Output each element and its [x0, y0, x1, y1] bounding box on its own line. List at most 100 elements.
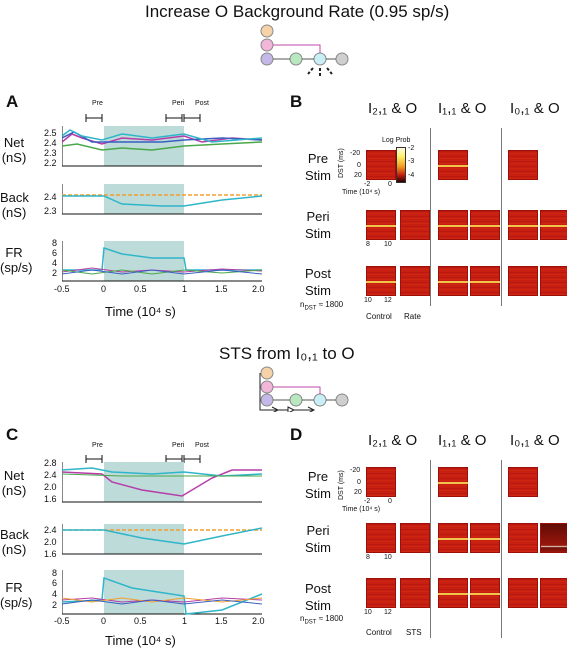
network-diagram-top: [260, 24, 349, 77]
heatmap-cell: [366, 150, 396, 180]
heatmap-cell: [438, 467, 468, 497]
ytick: 4: [52, 589, 58, 599]
dst-tick: -20: [350, 467, 361, 474]
ytick: 2: [52, 600, 58, 610]
n-dst-label: nDST ≈ 1800: [300, 300, 344, 312]
xtick: -0.5: [54, 616, 70, 626]
n-dst-label: nDST ≈ 1800: [300, 614, 344, 626]
ytick: 2.4: [44, 525, 57, 535]
ytick: 6: [52, 578, 58, 588]
epoch-label-post: Post: [195, 100, 210, 107]
divider: [430, 460, 431, 638]
traces-bottom: [62, 462, 263, 615]
dst-tick: -20: [350, 150, 361, 157]
time-tick: -2: [364, 498, 371, 505]
colorbar-tick: -4: [408, 172, 415, 179]
heatmap-cell: [366, 467, 396, 497]
ytick: 1.6: [44, 549, 57, 559]
xtick: 0: [101, 284, 107, 294]
figure-title-top: Increase O Background Rate (0.95 sp/s): [145, 2, 450, 21]
xtick: 1: [182, 616, 188, 626]
ytick: 2: [52, 268, 58, 278]
ytick: 8: [52, 238, 58, 248]
col-head: I₀,₁ & O: [510, 100, 560, 117]
ytick: 2.3: [44, 206, 57, 216]
heatmap-cell: [470, 210, 500, 240]
network-diagram-bottom: [259, 366, 349, 412]
heatmap-cell: [508, 150, 538, 180]
peri-tick: 10: [384, 241, 392, 248]
colorbar-label: Log Prob: [382, 137, 411, 144]
colorbar-tick: -3: [408, 158, 415, 165]
epoch-label-pre: Pre: [92, 442, 103, 449]
row-label: Peri Stim: [305, 209, 331, 241]
divider: [501, 128, 502, 306]
xlabel-bottom: Time (10⁴ s): [105, 633, 176, 648]
heatmap-cell: [470, 523, 500, 553]
epoch-brackets-bottom: [85, 455, 201, 463]
epoch-label-peri: Peri: [172, 100, 185, 107]
dst-label: DST (ms): [338, 470, 345, 500]
ytick: 2.0: [44, 537, 57, 547]
time-tick: -2: [364, 181, 371, 188]
heatmap-cell: [400, 210, 430, 240]
xtick: 1.5: [215, 284, 228, 294]
time-label: Time (10⁴ s): [342, 506, 381, 513]
dst-tick: 0: [357, 162, 361, 169]
heatmap-cell: [438, 266, 468, 296]
xtick: 2.0: [252, 284, 265, 294]
dst-label: DST (ms): [338, 148, 345, 178]
colorbar: [396, 147, 406, 183]
epoch-label-post: Post: [195, 442, 210, 449]
heatmap-cell: [540, 523, 567, 553]
traces-top: [62, 126, 263, 282]
post-tick: 10: [364, 609, 372, 616]
peri-tick: 8: [366, 554, 370, 561]
heatmap-cell: [400, 578, 430, 608]
condition-sts: STS: [406, 628, 422, 637]
post-tick: 10: [364, 297, 372, 304]
col-head: I₁,₁ & O: [438, 100, 487, 117]
ytick: 8: [52, 568, 58, 578]
peri-tick: 10: [384, 554, 392, 561]
ytick: 2.4: [44, 138, 57, 148]
ytick: 4: [52, 258, 58, 268]
xtick: 0: [101, 616, 107, 626]
ylabel-fr-top: FR (sp/s): [0, 245, 33, 275]
heatmap-cell: [438, 150, 468, 180]
heatmap-cell: [540, 266, 567, 296]
row-label: Peri Stim: [305, 523, 331, 555]
heatmap-cell: [508, 210, 538, 240]
heatmap-cell: [400, 523, 430, 553]
post-tick: 12: [384, 297, 392, 304]
row-label: Pre Stim: [305, 469, 331, 501]
ytick: 2.4: [44, 192, 57, 202]
heatmap-cell: [540, 210, 567, 240]
divider: [501, 460, 502, 638]
heatmap-cell: [508, 467, 538, 497]
ylabel-back-top: Back (nS): [0, 190, 29, 220]
row-label: Post Stim: [304, 581, 331, 613]
heatmap-cell: [366, 266, 396, 296]
row-label: Post Stim: [304, 266, 331, 298]
time-tick: 0: [388, 498, 392, 505]
divider: [430, 128, 431, 306]
ytick: 2.5: [44, 128, 57, 138]
col-head: I₀,₁ & O: [510, 432, 560, 449]
xtick: -0.5: [54, 284, 70, 294]
heatmap-cell: [508, 523, 538, 553]
panel-label-b: B: [290, 92, 303, 111]
panel-label-a: A: [6, 92, 19, 111]
heatmap-cell: [366, 523, 396, 553]
ylabel-net-bottom: Net (nS): [1, 468, 27, 498]
panel-label-c: C: [6, 425, 19, 444]
heatmap-cell: [438, 210, 468, 240]
xtick: 0.5: [134, 284, 147, 294]
heatmap-cell: [400, 266, 430, 296]
heatmap-cell: [438, 578, 468, 608]
heatmap-cell: [508, 266, 538, 296]
post-tick: 12: [384, 609, 392, 616]
xtick: 0.5: [134, 616, 147, 626]
col-head: I₁,₁ & O: [438, 432, 487, 449]
figure-title-bottom: STS from I₀,₁ to O: [219, 344, 355, 363]
